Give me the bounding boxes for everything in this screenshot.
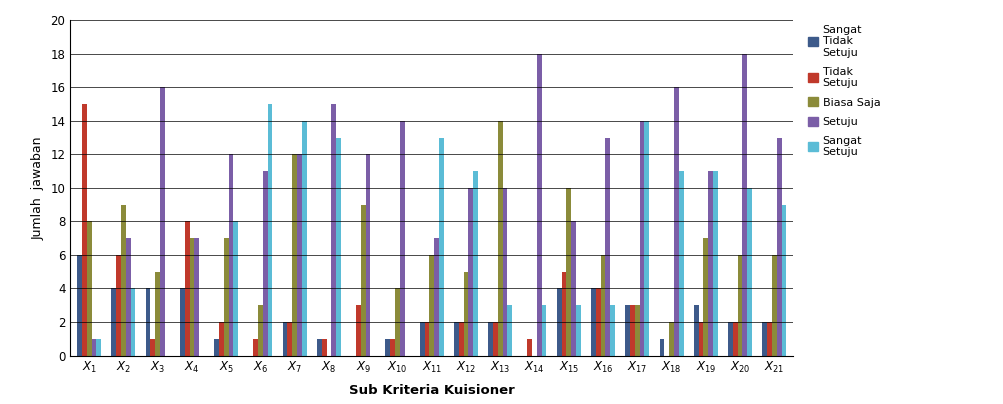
Bar [91,339,96,356]
Bar [130,288,135,356]
Y-axis label: Jumlah  jawaban: Jumlah jawaban [32,136,45,240]
Bar [610,305,615,356]
Bar [707,171,712,356]
Bar [605,137,610,356]
Bar [283,322,287,356]
Bar [492,322,497,356]
Bar [732,322,737,356]
Bar [331,104,336,356]
Bar [746,188,751,356]
Bar [542,305,546,356]
Bar [155,272,159,356]
Bar [761,322,766,356]
Bar [385,339,390,356]
Bar [424,322,429,356]
Bar [356,305,360,356]
Bar [668,322,673,356]
Bar [625,305,630,356]
Bar [297,154,302,356]
Bar [224,238,229,356]
Bar [737,255,741,356]
Bar [766,322,771,356]
Bar [780,205,785,356]
Bar [214,339,219,356]
Bar [317,339,321,356]
Bar [287,322,292,356]
Bar [433,238,438,356]
Bar [571,221,576,356]
Legend: Sangat
Tidak
Setuju, Tidak
Setuju, Biasa Saja, Setuju, Sangat
Setuju: Sangat Tidak Setuju, Tidak Setuju, Biasa… [805,22,882,160]
Bar [86,221,91,356]
Bar [487,322,492,356]
X-axis label: Sub Kriteria Kuisioner: Sub Kriteria Kuisioner [348,384,515,397]
Bar [125,238,130,356]
Bar [527,339,532,356]
Bar [561,272,566,356]
Bar [727,322,732,356]
Bar [233,221,238,356]
Bar [576,305,580,356]
Bar [595,288,600,356]
Bar [399,121,404,356]
Bar [150,339,155,356]
Bar [497,121,503,356]
Bar [365,154,370,356]
Bar [703,238,707,356]
Bar [600,255,605,356]
Bar [229,154,233,356]
Bar [360,205,365,356]
Bar [503,188,507,356]
Bar [419,322,424,356]
Bar [776,137,780,356]
Bar [639,121,644,356]
Bar [537,54,542,356]
Bar [185,221,190,356]
Bar [591,288,595,356]
Bar [463,272,468,356]
Bar [253,339,258,356]
Bar [195,238,199,356]
Bar [219,322,224,356]
Bar [507,305,512,356]
Bar [96,339,101,356]
Bar [121,205,125,356]
Bar [458,322,463,356]
Bar [390,339,394,356]
Bar [557,288,561,356]
Bar [468,188,472,356]
Bar [630,305,634,356]
Bar [111,288,116,356]
Bar [453,322,458,356]
Bar [77,255,82,356]
Bar [258,305,263,356]
Bar [429,255,433,356]
Bar [321,339,326,356]
Bar [634,305,639,356]
Bar [268,104,272,356]
Bar [116,255,121,356]
Bar [438,137,443,356]
Bar [771,255,776,356]
Bar [741,54,746,356]
Bar [336,137,341,356]
Bar [566,188,571,356]
Bar [180,288,185,356]
Bar [659,339,664,356]
Bar [644,121,649,356]
Bar [159,87,164,356]
Bar [673,87,678,356]
Bar [190,238,195,356]
Bar [302,121,306,356]
Bar [678,171,683,356]
Bar [145,288,150,356]
Bar [292,154,297,356]
Bar [263,171,268,356]
Bar [698,322,703,356]
Bar [712,171,717,356]
Bar [82,104,86,356]
Bar [394,288,399,356]
Bar [693,305,698,356]
Bar [472,171,477,356]
